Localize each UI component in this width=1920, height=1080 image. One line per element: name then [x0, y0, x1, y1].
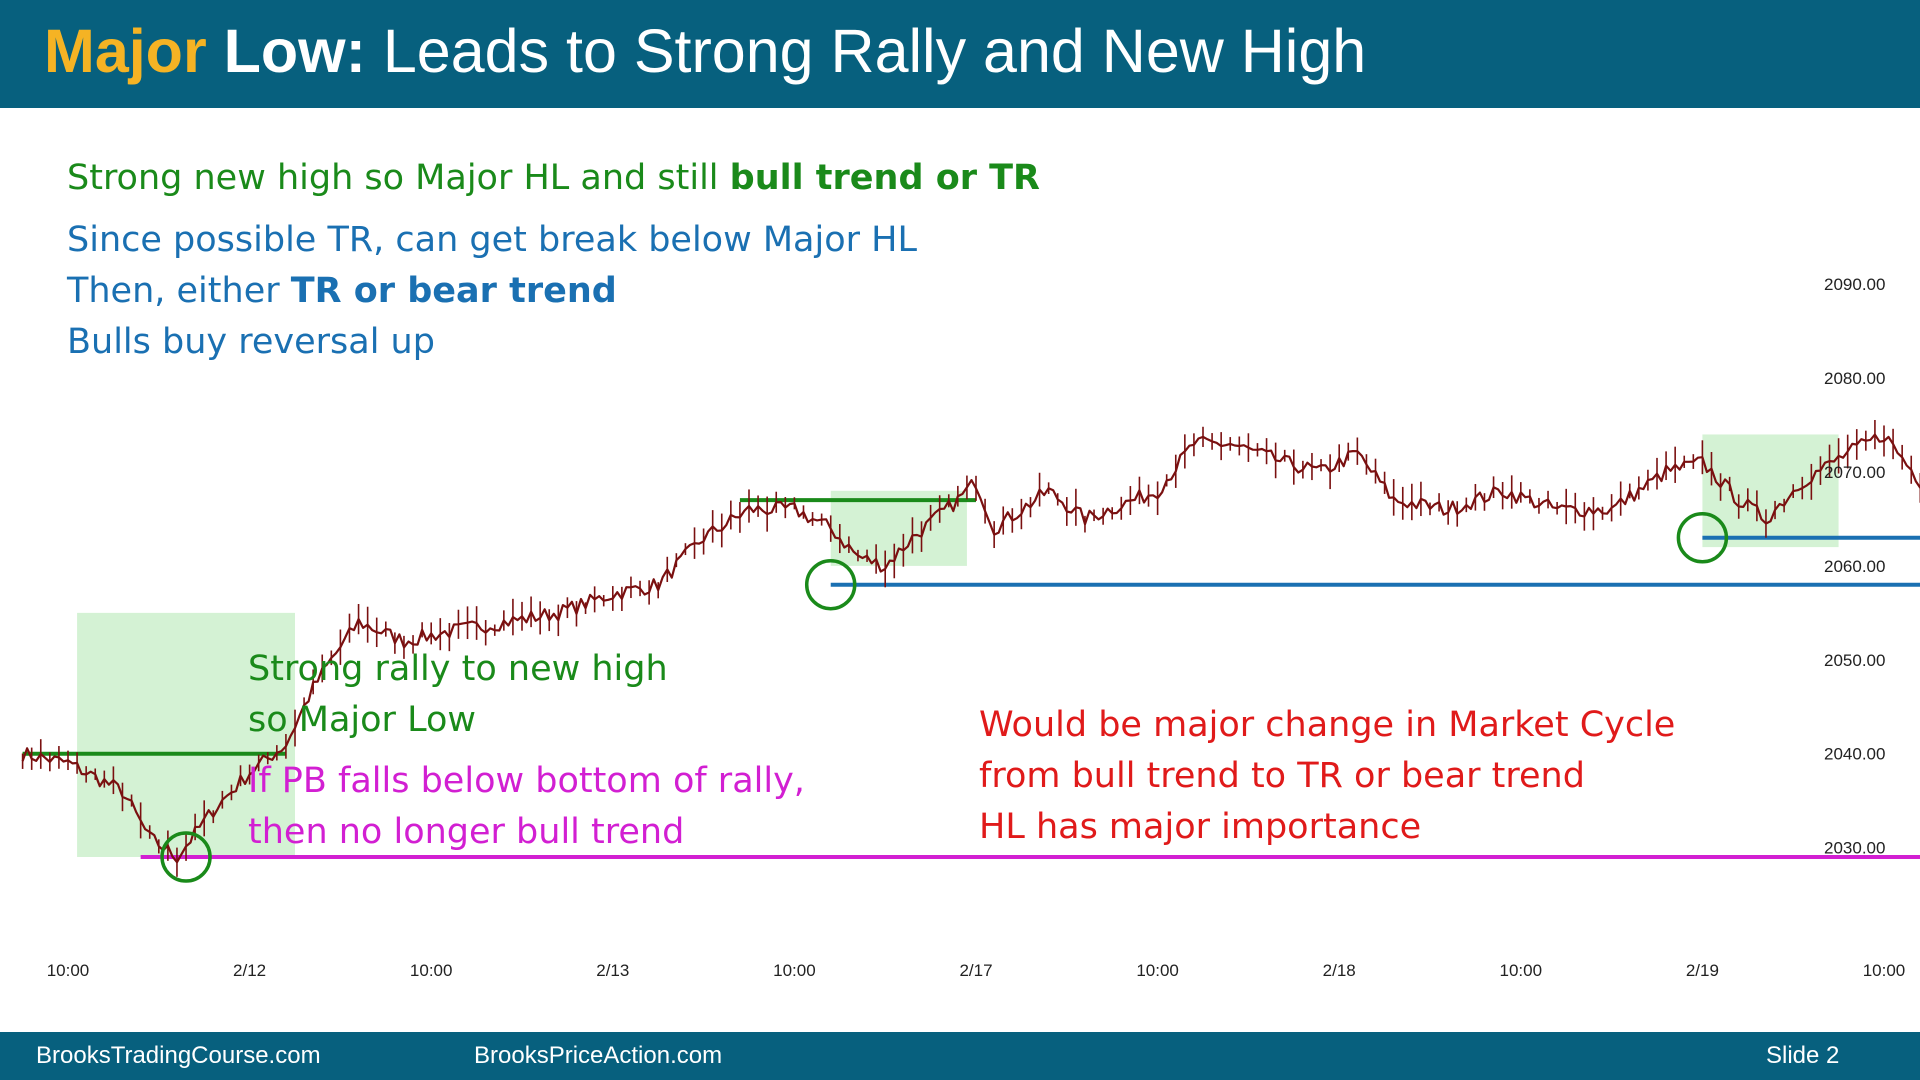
x-tick-label: 2/19: [1686, 961, 1719, 980]
note-market-cycle: Would be major change in Market Cycle: [979, 705, 1676, 745]
reference-lines: [22, 498, 1920, 859]
turning-point-circle-3: [1676, 511, 1729, 564]
note-either-a: Then, either: [67, 271, 291, 311]
y-tick-label: 2080.00: [1824, 369, 1885, 388]
note-strong-new-high: Strong new high so Major HL and still bu…: [67, 153, 1040, 204]
price-line: [21, 433, 1920, 864]
note-hl-importance: HL has major importance: [979, 807, 1422, 847]
y-tick-label: 2040.00: [1824, 745, 1885, 764]
footer-site-price-action: BrooksPriceAction.com: [474, 1042, 723, 1069]
note-strong-rally: Strong rally to new high: [248, 649, 668, 689]
x-axis-labels: 10:00 2/12 10:00 2/13 10:00 2/17 10:00 2/18 10:0…: [47, 961, 1906, 980]
x-tick-label: 2/12: [233, 961, 266, 980]
note-no-longer-bull: then no longer bull trend: [248, 812, 685, 852]
note-strong-new-high-b: bull trend or TR: [729, 158, 1041, 198]
y-tick-label: 2060.00: [1824, 557, 1885, 576]
note-possible-tr: Since possible TR, can get break below M…: [67, 220, 917, 260]
x-tick-label: 10:00: [410, 961, 453, 980]
y-tick-label: 2070.00: [1824, 463, 1885, 482]
title-major: Major: [44, 17, 207, 85]
note-bull-to-tr: from bull trend to TR or bear trend: [979, 756, 1585, 796]
y-tick-label: 2050.00: [1824, 651, 1885, 670]
x-tick-label: 10:00: [1136, 961, 1179, 980]
y-tick-label: 2090.00: [1824, 275, 1885, 294]
x-tick-label: 2/13: [596, 961, 629, 980]
price-chart: 2030.00 2040.00 2050.00 2060.00 2070.00 2080.…: [21, 275, 1920, 980]
title-rest: Leads to Strong Rally and New High: [365, 17, 1367, 85]
turning-point-circles: [160, 511, 1729, 883]
note-bulls-buy: Bulls buy reversal up: [67, 322, 435, 362]
price-series: [21, 419, 1920, 877]
footer-site-trading-course: BrooksTradingCourse.com: [36, 1042, 321, 1069]
note-pb-falls: If PB falls below bottom of rally,: [248, 761, 805, 801]
turning-point-circle-2: [804, 558, 857, 611]
slide-number: Slide 2: [1766, 1042, 1840, 1069]
y-axis-labels: 2030.00 2040.00 2050.00 2060.00 2070.00 2080.…: [1824, 275, 1885, 857]
slide-title: Major Low: Leads to Strong Rally and New…: [44, 16, 1366, 86]
x-tick-label: 2/17: [959, 961, 992, 980]
highlight-zone-3: [1702, 434, 1839, 548]
turning-point-circle-1: [160, 831, 212, 883]
highlight-zone-1: [77, 612, 295, 857]
note-strong-new-high-a: Strong new high so Major HL and still: [67, 158, 730, 198]
x-tick-label: 10:00: [1863, 961, 1906, 980]
highlight-zone-2: [830, 490, 967, 566]
highlight-zones: [77, 434, 1839, 857]
x-tick-label: 10:00: [1500, 961, 1543, 980]
x-tick-label: 10:00: [773, 961, 816, 980]
x-tick-label: 10:00: [47, 961, 90, 980]
title-bar: Major Low: Leads to Strong Rally and New…: [0, 0, 1920, 108]
footer-bar: BrooksTradingCourse.com BrooksPriceActio…: [0, 1032, 1920, 1080]
note-either-b: TR or bear trend: [290, 271, 617, 311]
note-major-low: so Major Low: [248, 700, 476, 740]
y-tick-label: 2030.00: [1824, 839, 1885, 858]
x-tick-label: 2/18: [1323, 961, 1356, 980]
title-low: Low:: [223, 17, 366, 85]
note-either: Then, either TR or bear trend: [67, 266, 617, 317]
